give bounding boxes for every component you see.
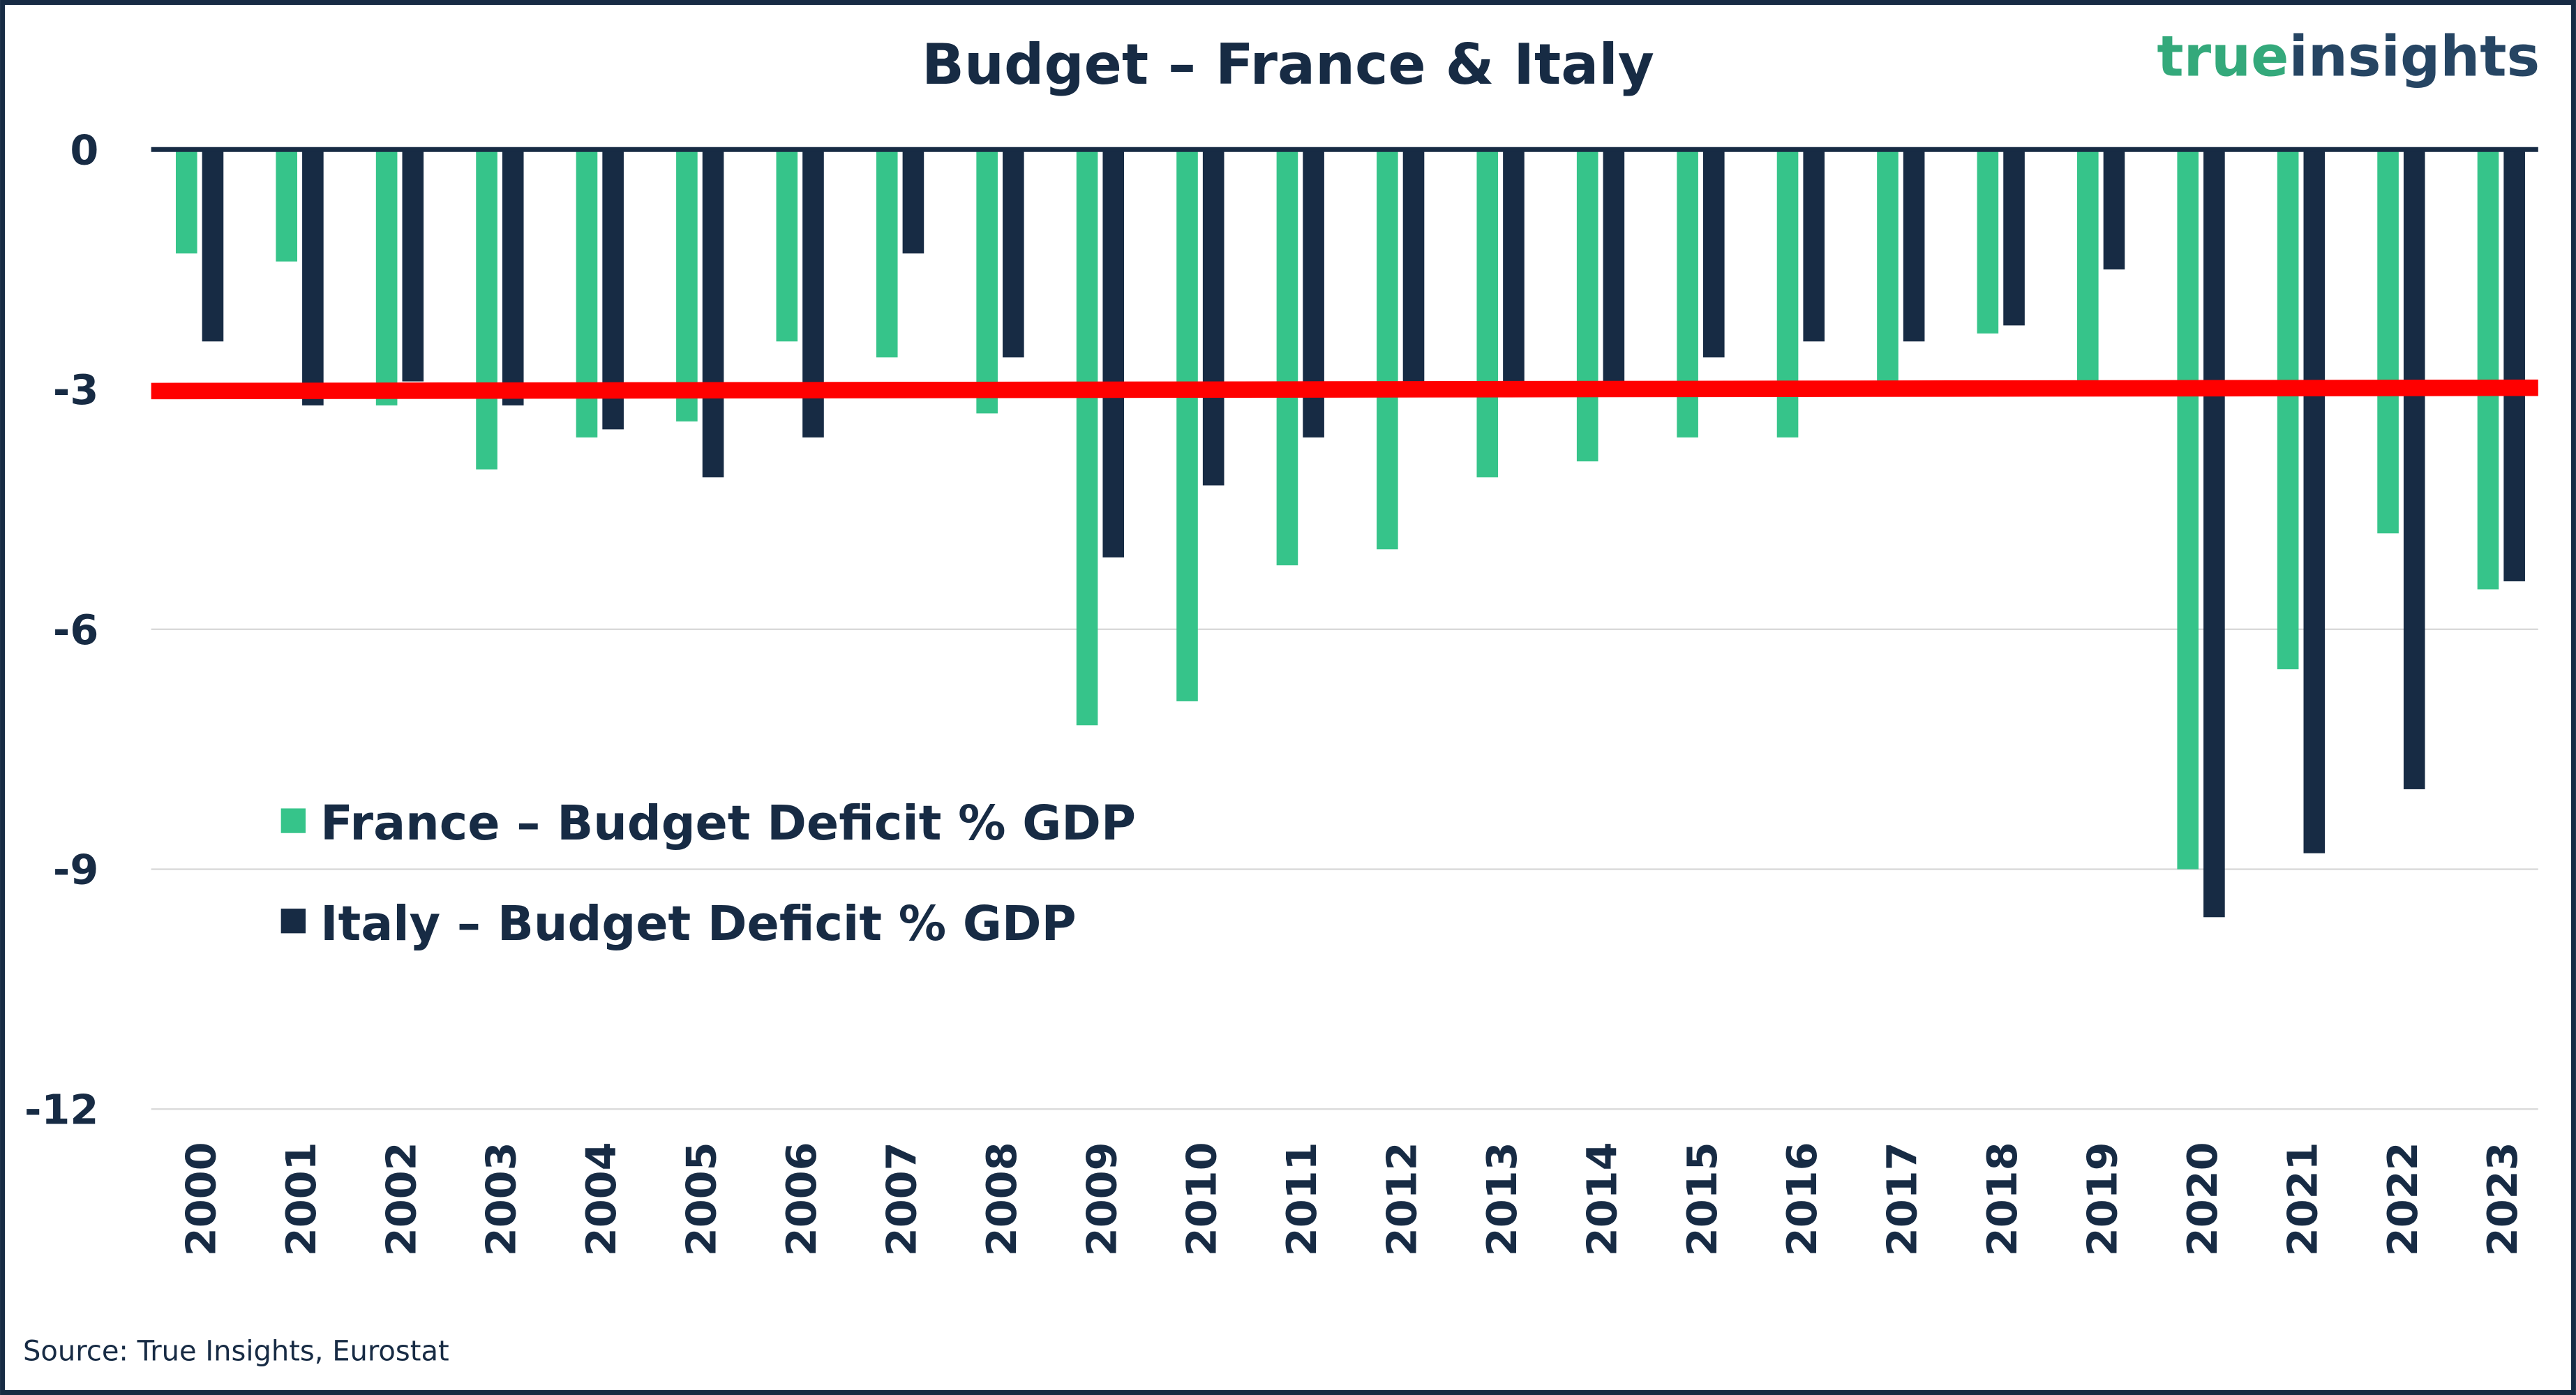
x-tick-label: 2005 xyxy=(677,1142,726,1256)
source-note: Source: True Insights, Eurostat xyxy=(23,1336,449,1368)
bar-france-2006 xyxy=(776,149,798,342)
bar-italy-2005 xyxy=(702,149,724,478)
x-tick-label: 2022 xyxy=(2379,1142,2427,1256)
bar-italy-2007 xyxy=(902,149,924,254)
bar-italy-2021 xyxy=(2303,149,2326,853)
bar-france-2010 xyxy=(1176,149,1198,701)
bar-france-2009 xyxy=(1076,149,1098,726)
x-tick-label: 2018 xyxy=(1978,1142,2026,1256)
legend-swatch-france xyxy=(280,808,306,833)
bar-italy-2018 xyxy=(2003,149,2025,326)
x-tick-label: 2009 xyxy=(1077,1142,1125,1256)
bar-italy-2019 xyxy=(2103,149,2125,270)
y-tick-label: 0 xyxy=(70,126,98,174)
y-tick-label: -6 xyxy=(53,606,98,654)
bar-france-2002 xyxy=(375,149,398,405)
bar-france-2012 xyxy=(1377,149,1398,550)
x-tick-label: 2008 xyxy=(978,1142,1026,1256)
x-tick-label: 2019 xyxy=(2079,1142,2127,1256)
bar-france-2018 xyxy=(1977,149,1999,334)
bar-italy-2023 xyxy=(2503,149,2525,582)
legend-label-italy: Italy – Budget Deficit % GDP xyxy=(320,897,1076,952)
bar-italy-2000 xyxy=(202,149,224,342)
bar-france-2007 xyxy=(876,149,898,358)
x-tick-label: 2001 xyxy=(277,1142,325,1256)
bar-france-2013 xyxy=(1476,149,1499,478)
x-tick-label: 2012 xyxy=(1378,1142,1426,1256)
x-tick-label: 2013 xyxy=(1478,1142,1526,1256)
logo-true: true xyxy=(2157,24,2289,89)
bar-italy-2014 xyxy=(1603,149,1625,390)
legend-label-france: France – Budget Deficit % GDP xyxy=(320,796,1136,851)
bar-italy-2016 xyxy=(1803,149,1825,342)
x-tick-label: 2020 xyxy=(2178,1142,2226,1256)
y-tick-label: -12 xyxy=(24,1086,98,1134)
bars xyxy=(175,149,2525,918)
legend-swatch-italy xyxy=(280,909,306,934)
x-axis-ticks: 2000 2001 2002 2003 2004 2005 2006 2007 2008 2009… xyxy=(177,1142,2526,1256)
bar-italy-2003 xyxy=(502,149,524,405)
bar-france-2001 xyxy=(276,149,298,262)
bar-italy-2009 xyxy=(1102,149,1125,558)
x-tick-label: 2006 xyxy=(777,1142,825,1256)
bar-france-2014 xyxy=(1576,149,1598,462)
bar-italy-2013 xyxy=(1503,149,1525,382)
bar-france-2011 xyxy=(1276,149,1298,566)
y-axis-ticks: 0 -3 -6 -9 -12 xyxy=(24,126,98,1133)
logo-insights: insights xyxy=(2289,24,2540,89)
x-tick-label: 2014 xyxy=(1578,1142,1626,1256)
x-tick-label: 2007 xyxy=(877,1142,925,1256)
x-tick-label: 2003 xyxy=(477,1142,525,1256)
bar-italy-2008 xyxy=(1003,149,1024,358)
x-tick-label: 2000 xyxy=(177,1142,225,1256)
x-tick-label: 2011 xyxy=(1278,1142,1326,1256)
x-tick-label: 2023 xyxy=(2478,1142,2526,1256)
x-tick-label: 2004 xyxy=(577,1142,625,1256)
bar-italy-2020 xyxy=(2203,149,2225,918)
x-tick-label: 2010 xyxy=(1178,1142,1226,1256)
x-tick-label: 2016 xyxy=(1778,1142,1826,1256)
svg-text:trueinsights: trueinsights xyxy=(2157,24,2540,89)
bar-italy-2015 xyxy=(1702,149,1725,358)
threshold-line xyxy=(151,379,2538,400)
bar-france-2022 xyxy=(2377,149,2399,534)
bar-france-2003 xyxy=(476,149,497,470)
bar-france-2019 xyxy=(2076,149,2099,390)
bar-france-2023 xyxy=(2477,149,2499,590)
y-tick-label: -3 xyxy=(53,366,98,414)
bar-italy-2010 xyxy=(1202,149,1225,486)
bar-france-2000 xyxy=(175,149,197,254)
bar-france-2021 xyxy=(2277,149,2299,670)
bar-italy-2002 xyxy=(402,149,424,382)
x-tick-label: 2017 xyxy=(1878,1142,1926,1256)
bar-italy-2017 xyxy=(1903,149,1925,342)
bar-italy-2001 xyxy=(302,149,324,405)
chart-title: Budget – France & Italy xyxy=(922,32,1654,97)
x-tick-label: 2021 xyxy=(2278,1142,2326,1256)
bar-france-2008 xyxy=(976,149,998,414)
bar-france-2020 xyxy=(2177,149,2199,870)
x-tick-label: 2002 xyxy=(377,1142,425,1256)
legend: France – Budget Deficit % GDP Italy – Bu… xyxy=(280,796,1136,952)
y-tick-label: -9 xyxy=(53,846,98,894)
x-tick-label: 2015 xyxy=(1678,1142,1726,1256)
bar-france-2017 xyxy=(1877,149,1899,390)
bar-italy-2022 xyxy=(2403,149,2425,789)
bar-france-2005 xyxy=(676,149,698,422)
logo: trueinsights xyxy=(2157,24,2540,89)
bar-italy-2012 xyxy=(1402,149,1425,382)
